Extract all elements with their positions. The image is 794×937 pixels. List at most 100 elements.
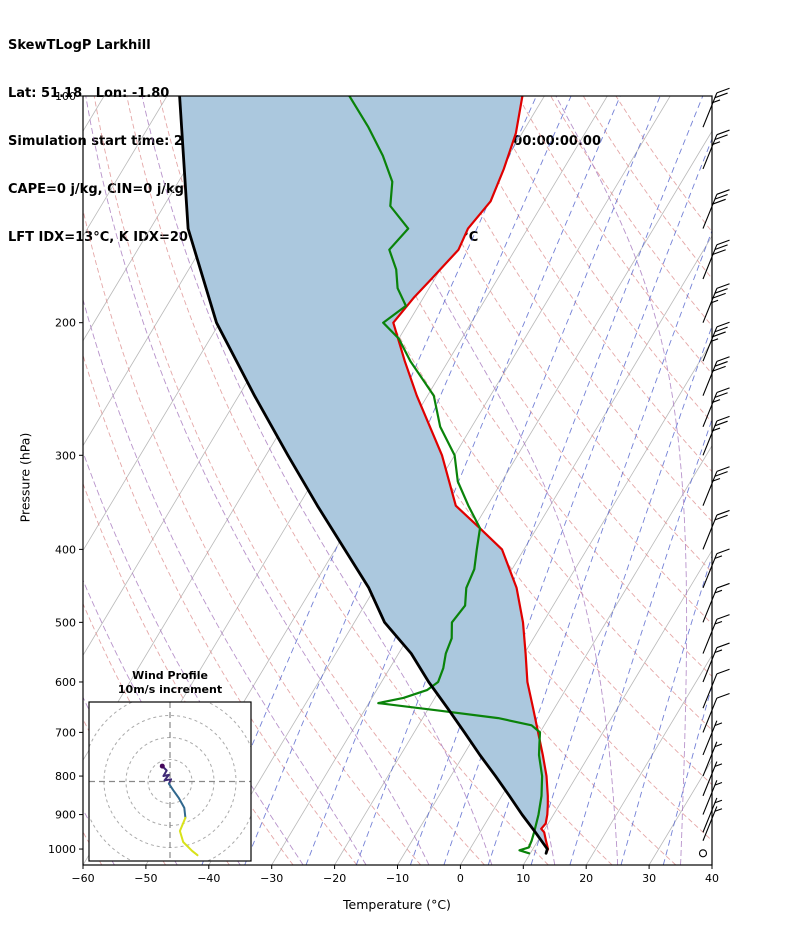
hodograph-trace: [160, 764, 173, 785]
y-tick-label: 600: [55, 676, 76, 689]
wind-barb-feather: [716, 582, 730, 589]
isotherm-line: [522, 549, 712, 865]
wind-barb-half-feather: [714, 763, 723, 767]
dry-adiabat-line: [83, 208, 422, 865]
wind-barb-feather: [716, 642, 730, 649]
wind-barb-feather: [716, 129, 730, 136]
x-tick-label: −50: [134, 872, 157, 885]
wind-barb-feather: [716, 466, 730, 472]
parcel-curve: [178, 96, 549, 855]
wind-barb-staff: [702, 720, 718, 756]
temperature-curve: [392, 96, 550, 855]
wind-barb-feather: [714, 288, 728, 294]
mixing-ratio-line: [244, 96, 572, 865]
wind-barb-half-feather: [714, 589, 723, 594]
wind-barb-feather: [716, 239, 730, 246]
isotherm-line: [83, 96, 231, 342]
wind-barb-staff: [702, 326, 718, 362]
dry-adiabat-line: [517, 96, 712, 375]
wind-barb-feather: [712, 365, 726, 372]
wind-barb-staff: [702, 553, 718, 589]
dry-adiabat-line: [126, 96, 549, 865]
wind-barb-half-feather: [712, 99, 721, 104]
calm-wind-circle: [698, 849, 708, 858]
x-tick-label: −20: [323, 872, 346, 885]
hodograph-trace: [167, 782, 187, 819]
wind-barb-staff: [702, 806, 718, 841]
wind-barb-feather: [716, 87, 730, 94]
moist-adiabat-line: [141, 96, 493, 865]
wind-barb-feather: [716, 356, 730, 362]
mixing-ratio-line: [355, 96, 661, 865]
wind-barb-staff: [702, 361, 718, 396]
hodograph-title: Wind Profile: [132, 669, 208, 682]
y-tick-label: 900: [55, 809, 76, 822]
wind-barb-feather: [716, 415, 730, 422]
mixing-ratio-line: [530, 324, 712, 865]
wind-barb-staff: [702, 647, 718, 683]
wind-barb-feather: [714, 392, 728, 398]
wind-barb-staff: [702, 797, 718, 833]
wind-barbs-group: [698, 87, 730, 858]
dry-adiabat-line: [550, 96, 712, 327]
wind-barb-staff: [702, 92, 718, 128]
wind-barb-feather: [716, 692, 730, 699]
wind-barb-feather: [712, 198, 726, 205]
wind-barb-feather: [714, 193, 728, 200]
wind-barb-staff: [702, 420, 718, 456]
dry-adiabat-line: [582, 96, 712, 280]
wind-barb-staff: [702, 673, 718, 709]
wind-barb-half-feather: [714, 649, 723, 654]
hodograph-content: [89, 702, 251, 861]
wind-barb-half-feather: [712, 427, 721, 432]
x-tick-label: 30: [642, 872, 656, 885]
mixing-ratio-line: [620, 554, 712, 865]
moist-adiabat-line: [555, 96, 688, 865]
x-tick-label: −60: [71, 872, 94, 885]
wind-barb-staff: [702, 244, 718, 280]
hodograph-subtitle: 10m/s increment: [117, 683, 223, 696]
wind-barb-feather: [714, 420, 728, 427]
wind-barb-feather: [716, 189, 730, 195]
mixing-ratio-line: [662, 684, 712, 865]
dry-adiabat-line: [83, 353, 358, 865]
plot-content: [83, 96, 712, 865]
wind-barb-staff: [702, 194, 718, 229]
wind-barb-half-feather: [712, 141, 721, 145]
hodograph-trace: [178, 816, 199, 857]
wind-barb-staff: [702, 587, 718, 623]
x-tick-label: 40: [705, 872, 719, 885]
wind-barb-half-feather: [714, 722, 723, 726]
x-tick-label: 10: [516, 872, 530, 885]
wind-barb-feather: [716, 387, 730, 394]
wind-barb-staff: [702, 288, 718, 323]
wind-barb-half-feather: [714, 799, 723, 804]
mixing-ratio-line: [569, 418, 712, 865]
isotherm-line: [585, 654, 712, 865]
wind-barb-feather: [714, 471, 728, 477]
isotherm-line: [334, 235, 712, 865]
header-lat-lon: Lat: 51.18 Lon: -1.80: [8, 86, 170, 101]
x-tick-label: 20: [579, 872, 593, 885]
wind-barb-feather: [714, 134, 728, 141]
x-tick-label: −10: [386, 872, 409, 885]
y-tick-label: 1000: [48, 843, 76, 856]
wind-barb-half-feather: [714, 555, 723, 559]
x-tick-label: −30: [260, 872, 283, 885]
moist-adiabat-line: [83, 297, 367, 865]
y-tick-label: 700: [55, 726, 76, 739]
wind-barb-half-feather: [714, 743, 723, 748]
isotherm-line: [271, 130, 712, 865]
wind-barb-feather: [714, 244, 728, 251]
chart-title: SkewTLogP Larkhill: [8, 38, 151, 53]
mixing-ratio-line: [305, 96, 621, 865]
cape-shade-area: [179, 96, 548, 854]
hodograph-border: [88, 701, 252, 862]
wind-barb-staff: [702, 392, 718, 428]
moist-adiabat-line: [85, 96, 430, 865]
wind-barb-feather: [716, 283, 730, 289]
wind-barb-feather: [716, 321, 730, 328]
hodograph-start-marker: [159, 763, 165, 769]
wind-barb-half-feather: [714, 808, 723, 812]
